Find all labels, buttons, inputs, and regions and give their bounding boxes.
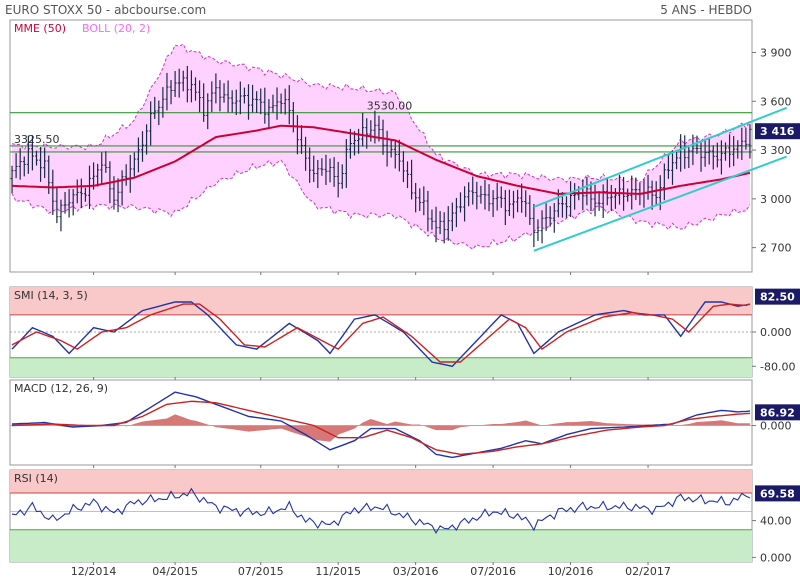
hline-label-1: 3325.50 [14, 133, 60, 146]
rsi-series [11, 487, 751, 535]
rsi-axis-tick-label-0: 40.00 [760, 515, 792, 528]
smi-oversold-zone [10, 357, 752, 377]
x-tick-label-2: 07/2015 [238, 565, 284, 578]
rsi-last-value-box [755, 485, 800, 502]
chart-period: 5 ANS - HEBDO [660, 3, 752, 17]
macd-series-0 [11, 391, 751, 459]
macd-axis-tick-label-0: 0.000 [760, 420, 792, 433]
x-tick-label-1: 04/2015 [152, 565, 198, 578]
price-axis-tick-label-3: 3 000 [760, 193, 792, 206]
legend-item-0: RSI (14) [14, 472, 58, 485]
macd-last-value: 86.92 [760, 406, 795, 419]
smi-axis-tick-label-1: -80.00 [760, 360, 795, 373]
legend-item-0: SMI (14, 3, 5) [14, 289, 88, 302]
smi-series-1 [11, 303, 751, 363]
price-axis-tick-label-1: 3 600 [760, 95, 792, 108]
macd-histogram [12, 414, 750, 442]
x-tick-label-3: 11/2015 [315, 565, 361, 578]
smi-overbought-zone [10, 287, 752, 315]
trend-channel-upper [533, 106, 788, 208]
smi-series-0 [11, 301, 751, 368]
bollinger-upper [11, 43, 751, 184]
rsi-last-value: 69.58 [760, 487, 795, 500]
trend-channel-lower [533, 155, 788, 252]
macd-series-1 [11, 400, 751, 456]
smi-last-value-box [755, 288, 800, 305]
x-tick-label-4: 03/2016 [393, 565, 439, 578]
x-tick-label-7: 02/2017 [625, 565, 671, 578]
hline-label-0: 3530.00 [367, 100, 413, 113]
x-tick-label-6: 10/2016 [548, 565, 594, 578]
rsi-axis-tick-label-1: 0.000 [760, 551, 792, 564]
legend-item-0: MME (50) [14, 22, 66, 35]
legend-item-0: MACD (12, 26, 9) [14, 382, 108, 395]
chart-title: EURO STOXX 50 - abcbourse.com [5, 3, 207, 17]
price-axis-tick-label-4: 2 700 [760, 242, 792, 255]
smi-axis-tick-label-0: 0.000 [760, 326, 792, 339]
rsi-overbought-zone [10, 470, 752, 493]
rsi-oversold-zone [10, 529, 752, 562]
price-last-value: 3 416 [760, 125, 795, 138]
price-last-value-box [755, 123, 800, 140]
x-tick-label-5: 07/2016 [470, 565, 516, 578]
x-tick-label-0: 12/2014 [71, 565, 117, 578]
price-axis-tick-label-2: 3 300 [760, 144, 792, 157]
ma-line [11, 124, 751, 196]
smi-last-value: 82.50 [760, 291, 795, 304]
macd-last-value-box [755, 404, 800, 421]
price-axis-tick-label-0: 3 900 [760, 47, 792, 60]
legend-item-1: BOLL (20, 2) [82, 22, 150, 35]
